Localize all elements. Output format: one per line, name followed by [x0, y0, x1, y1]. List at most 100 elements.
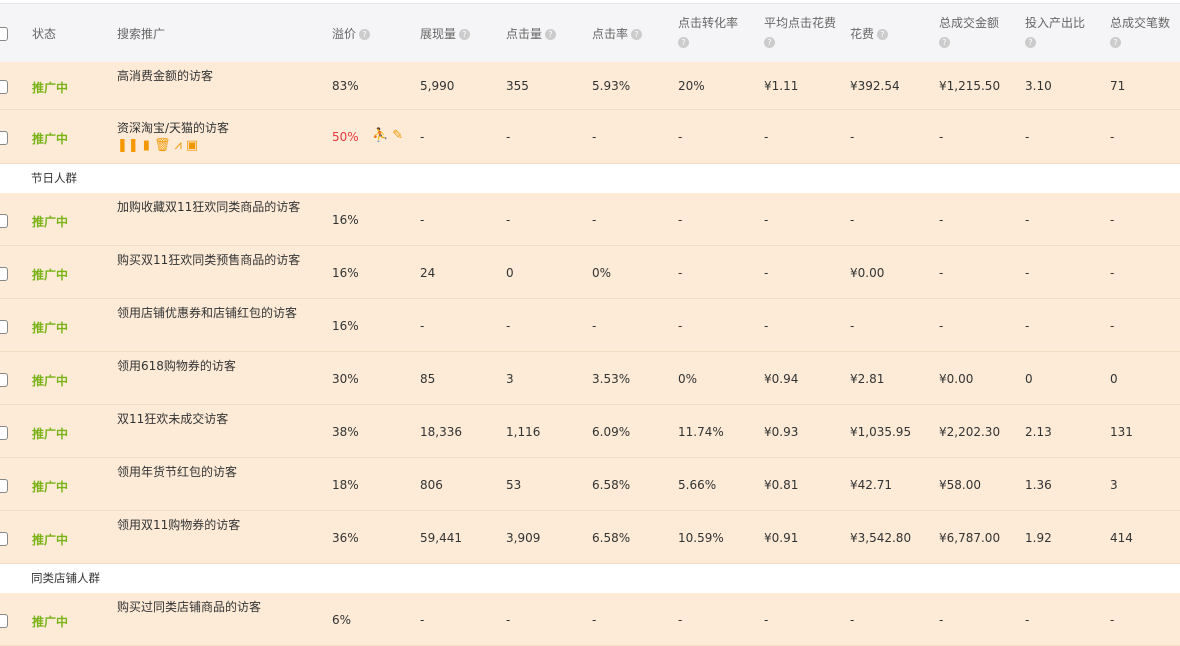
column-header-label: 投入产出比	[1025, 16, 1086, 30]
table-row: 推广中 资深淘宝/天猫的访客 ❚❚ ▮ 🗑 ⩘ ▣ 50% ⛹ ✎ - - - - - - - - -	[0, 110, 1180, 164]
pause-icon[interactable]: ❚❚	[117, 138, 139, 153]
metric-总成交笔数: -	[1110, 612, 1115, 627]
select-all-checkbox[interactable]	[0, 27, 8, 41]
row-checkbox[interactable]	[0, 319, 8, 334]
audience-name: 购买过同类店铺商品的访客	[117, 600, 262, 614]
table-header: 状态 搜索推广 溢价? 展现量? 点击量? 点击率? 点击转化率? 平均点击花费? 花费? 总成交…	[0, 3, 1180, 62]
metric-点击量: 3,909	[506, 530, 541, 545]
column-header-8[interactable]: 花费?	[850, 25, 889, 42]
metric-花费: ¥2.81	[850, 371, 885, 386]
metric-总成交金额: -	[939, 130, 944, 144]
metric-花费: ¥42.71	[850, 477, 892, 492]
metric-总成交金额: -	[939, 612, 944, 627]
row-actions: ❚❚ ▮ 🗑 ⩘ ▣	[117, 138, 202, 153]
metric-花费: ¥392.54	[850, 79, 900, 93]
metric-点击率: 6.58%	[592, 530, 631, 545]
row-checkbox[interactable]	[0, 213, 8, 228]
row-checkbox[interactable]	[0, 131, 8, 145]
metric-投入产出比: -	[1025, 130, 1030, 144]
column-header-0[interactable]: 状态	[32, 25, 56, 42]
metric-花费: -	[850, 212, 855, 227]
column-header-7[interactable]: 平均点击花费?	[764, 14, 836, 48]
metric-点击率: 6.58%	[592, 477, 631, 492]
row-checkbox[interactable]	[0, 531, 8, 546]
help-icon[interactable]: ?	[1110, 37, 1121, 48]
metric-花费: -	[850, 318, 855, 333]
help-icon[interactable]: ?	[459, 29, 471, 40]
help-icon[interactable]: ?	[545, 29, 557, 40]
table-row: 推广中 双11狂欢未成交访客 38% 18,336 1,116 6.09% 11.74% ¥0…	[0, 405, 1180, 458]
report-icon[interactable]: ▣	[185, 138, 199, 153]
metric-平均点击花费: ¥1.11	[764, 79, 799, 93]
help-icon[interactable]: ?	[631, 29, 643, 40]
column-header-label: 溢价	[332, 27, 357, 41]
audience-name: 加购收藏双11狂欢同类商品的访客	[117, 200, 301, 214]
help-icon[interactable]: ?	[764, 37, 775, 48]
column-header-3[interactable]: 展现量?	[420, 25, 471, 42]
metric-总成交笔数: 414	[1110, 530, 1133, 545]
premium-actions: ⛹ ✎	[372, 128, 407, 143]
metric-总成交笔数: 71	[1110, 79, 1126, 93]
row-checkbox[interactable]	[0, 372, 8, 387]
table-row: 推广中 领用618购物券的访客 30% 85 3 3.53% 0% ¥0.94 ¥2.81 ¥0.…	[0, 352, 1180, 405]
metric-平均点击花费: ¥0.94	[764, 371, 799, 386]
table-row: 推广中 领用店铺优惠券和店铺红包的访客 16% - - - - - - - - -	[0, 299, 1180, 352]
help-icon[interactable]: ?	[678, 37, 689, 48]
row-checkbox[interactable]	[0, 80, 8, 94]
trash-icon[interactable]: 🗑	[153, 138, 171, 153]
metric-点击量: 355	[506, 79, 529, 93]
column-header-6[interactable]: 点击转化率?	[678, 14, 738, 48]
audience-name: 领用年货节红包的访客	[117, 465, 238, 479]
metric-点击量: 0	[506, 265, 514, 280]
help-icon[interactable]: ?	[359, 29, 371, 40]
table-row: 推广中 购买过同类店铺商品的访客 6% - - - - - - - - -	[0, 593, 1180, 646]
chart-icon[interactable]: ⩘	[174, 138, 182, 153]
metric-点击率: 3.53%	[592, 371, 631, 386]
column-header-2[interactable]: 溢价?	[332, 25, 371, 42]
metric-花费: ¥0.00	[850, 265, 885, 280]
pencil-icon[interactable]: ✎	[392, 128, 404, 143]
column-header-5[interactable]: 点击率?	[592, 25, 643, 42]
metric-总成交金额: -	[939, 265, 944, 280]
status-label: 推广中	[32, 267, 69, 282]
metric-总成交笔数: 3	[1110, 477, 1118, 492]
metric-点击量: -	[506, 130, 511, 144]
status-label: 推广中	[32, 132, 69, 146]
metric-平均点击花费: ¥0.81	[764, 477, 799, 492]
row-checkbox[interactable]	[0, 613, 8, 628]
help-icon[interactable]: ?	[1025, 37, 1036, 48]
metric-展现量: 24	[420, 265, 436, 280]
group-header: 节日人群	[0, 164, 1180, 193]
status-label: 推广中	[32, 373, 69, 388]
metric-平均点击花费: ¥0.91	[764, 530, 799, 545]
status-label: 推广中	[32, 532, 69, 547]
metric-点击转化率: 20%	[678, 79, 705, 93]
row-checkbox[interactable]	[0, 266, 8, 281]
column-header-4[interactable]: 点击量?	[506, 25, 557, 42]
metric-展现量: 18,336	[420, 424, 462, 439]
help-icon[interactable]: ?	[939, 37, 950, 48]
audience-name: 购买双11狂欢同类预售商品的访客	[117, 253, 301, 267]
column-header-11[interactable]: 总成交笔数?	[1110, 14, 1170, 48]
metric-点击量: -	[506, 612, 511, 627]
metric-展现量: 59,441	[420, 530, 462, 545]
clipboard-icon[interactable]: ▮	[142, 138, 150, 153]
column-header-label: 点击转化率	[678, 16, 739, 30]
column-header-1[interactable]: 搜索推广	[117, 25, 165, 42]
user-transfer-icon[interactable]: ⛹	[372, 128, 389, 143]
table-row: 推广中 领用年货节红包的访客 18% 806 53 6.58% 5.66% ¥0.81 ¥42.…	[0, 458, 1180, 511]
column-header-10[interactable]: 投入产出比?	[1025, 14, 1085, 48]
metric-展现量: 5,990	[420, 79, 455, 93]
group-header: 同类店铺人群	[0, 564, 1180, 593]
column-header-9[interactable]: 总成交金额?	[939, 14, 999, 48]
metric-总成交金额: ¥2,202.30	[939, 424, 1001, 439]
metric-投入产出比: 1.36	[1025, 477, 1052, 492]
metric-点击率: 5.93%	[592, 79, 631, 93]
metric-投入产出比: -	[1025, 265, 1030, 280]
metric-总成交笔数: -	[1110, 130, 1115, 144]
help-icon[interactable]: ?	[877, 29, 889, 40]
premium-value: 16%	[332, 212, 359, 227]
row-checkbox[interactable]	[0, 425, 8, 440]
metric-总成交金额: ¥58.00	[939, 477, 981, 492]
row-checkbox[interactable]	[0, 478, 8, 493]
